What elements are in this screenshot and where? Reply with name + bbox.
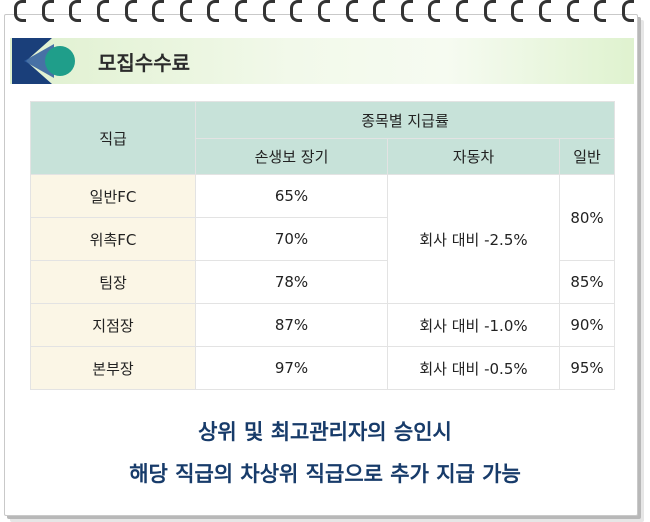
binding-ring xyxy=(69,0,82,22)
general-rate-cell: 80% xyxy=(558,174,616,261)
spiral-binding xyxy=(14,0,634,24)
table-row: 일반FC 65% 회사 대비 -2.5% 80% xyxy=(30,174,616,304)
header-payout-rate-group: 종목별 지급률 xyxy=(194,101,616,139)
position-cell: 일반FC xyxy=(30,174,196,218)
binding-ring xyxy=(290,0,303,22)
table-row: 지점장 87% 회사 대비 -1.0% 90% xyxy=(30,303,616,347)
auto-rate-cell: 회사 대비 -0.5% xyxy=(387,346,560,390)
approval-note-line-1: 상위 및 최고관리자의 승인시 xyxy=(198,420,452,444)
binding-ring xyxy=(428,0,441,22)
binding-ring xyxy=(594,0,607,22)
commission-table: 직급 종목별 지급률 손생보 장기 자동차 일반 일반FC 65% 회사 대비 … xyxy=(30,101,616,390)
life-rate-cell: 87% xyxy=(195,303,388,347)
binding-ring xyxy=(566,0,579,22)
binding-ring xyxy=(96,0,109,22)
approval-note-line-2: 해당 직급의 차상위 직급으로 추가 지급 가능 xyxy=(129,462,521,486)
header-banner xyxy=(10,38,634,84)
binding-ring xyxy=(235,0,247,22)
position-cell: 본부장 xyxy=(30,346,196,390)
general-rate-cell: 90% xyxy=(558,303,616,347)
general-rate-cell: 95% xyxy=(558,346,616,390)
binding-ring xyxy=(621,0,634,22)
general-rate-cell: 85% xyxy=(558,260,616,304)
binding-ring xyxy=(207,0,220,22)
binding-ring xyxy=(538,0,551,22)
binding-ring xyxy=(400,0,413,22)
header-general: 일반 xyxy=(558,138,616,175)
table-row: 팀장 78% 85% xyxy=(30,260,616,304)
binding-ring xyxy=(345,0,358,22)
life-rate-cell: 70% xyxy=(195,217,388,261)
binding-ring xyxy=(41,0,54,22)
life-rate-cell: 78% xyxy=(195,260,388,304)
life-rate-cell: 97% xyxy=(195,346,388,390)
header-position: 직급 xyxy=(30,101,196,175)
binding-ring xyxy=(152,0,165,22)
header-auto: 자동차 xyxy=(387,138,560,175)
binding-ring xyxy=(511,0,524,22)
binding-ring xyxy=(14,0,26,22)
life-rate-cell: 65% xyxy=(195,174,388,218)
binding-ring xyxy=(373,0,386,22)
position-cell: 팀장 xyxy=(30,260,196,304)
binding-ring xyxy=(124,0,137,22)
binding-ring xyxy=(179,0,192,22)
binding-ring xyxy=(483,0,496,22)
page-title: 모집수수료 xyxy=(98,51,190,75)
company-logo-icon xyxy=(12,38,75,84)
binding-ring xyxy=(317,0,330,22)
position-cell: 위촉FC xyxy=(30,217,196,261)
binding-ring xyxy=(456,0,468,22)
header-life-long-term: 손생보 장기 xyxy=(195,138,388,175)
position-cell: 지점장 xyxy=(30,303,196,347)
binding-ring xyxy=(262,0,275,22)
table-row: 본부장 97% 회사 대비 -0.5% 95% xyxy=(30,346,616,390)
auto-rate-cell: 회사 대비 -2.5% xyxy=(387,174,560,304)
auto-rate-cell: 회사 대비 -1.0% xyxy=(387,303,560,347)
